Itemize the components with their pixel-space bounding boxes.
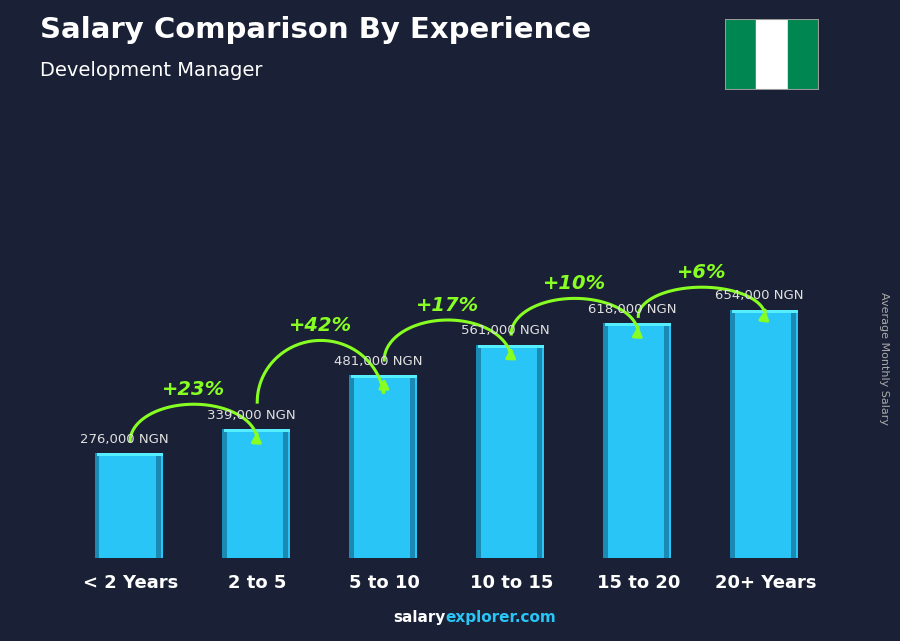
Text: +23%: +23% <box>162 380 225 399</box>
Bar <box>606 323 671 326</box>
Bar <box>351 375 418 558</box>
Bar <box>478 345 544 348</box>
Bar <box>351 375 418 378</box>
Bar <box>664 323 669 558</box>
Text: salary: salary <box>393 610 446 625</box>
Text: 339,000 NGN: 339,000 NGN <box>207 408 295 422</box>
Bar <box>724 19 756 90</box>
Bar <box>603 323 608 558</box>
Bar <box>224 429 290 432</box>
Bar <box>788 19 819 90</box>
Bar <box>349 375 354 558</box>
Bar <box>97 453 163 558</box>
Text: +6%: +6% <box>677 263 726 282</box>
Bar <box>791 310 796 558</box>
Bar <box>157 453 161 558</box>
Bar <box>222 429 227 558</box>
Bar <box>410 375 415 558</box>
Text: +42%: +42% <box>289 317 352 335</box>
Bar <box>478 345 544 558</box>
Text: +17%: +17% <box>416 296 480 315</box>
Text: Development Manager: Development Manager <box>40 61 263 80</box>
Bar <box>606 323 671 558</box>
Text: 561,000 NGN: 561,000 NGN <box>461 324 549 337</box>
Bar <box>97 453 163 456</box>
Bar <box>284 429 288 558</box>
Text: explorer.com: explorer.com <box>446 610 556 625</box>
Bar <box>94 453 100 558</box>
Text: Average Monthly Salary: Average Monthly Salary <box>878 292 889 426</box>
Text: 618,000 NGN: 618,000 NGN <box>588 303 676 316</box>
Bar <box>537 345 542 558</box>
Bar <box>733 310 798 313</box>
Text: Salary Comparison By Experience: Salary Comparison By Experience <box>40 16 592 44</box>
Bar <box>224 429 290 558</box>
Bar <box>756 19 788 90</box>
Text: 654,000 NGN: 654,000 NGN <box>715 289 803 302</box>
Bar <box>733 310 798 558</box>
Bar <box>730 310 734 558</box>
Text: +10%: +10% <box>544 274 607 294</box>
Text: 276,000 NGN: 276,000 NGN <box>79 433 168 445</box>
Bar <box>476 345 481 558</box>
Text: 481,000 NGN: 481,000 NGN <box>334 354 422 368</box>
